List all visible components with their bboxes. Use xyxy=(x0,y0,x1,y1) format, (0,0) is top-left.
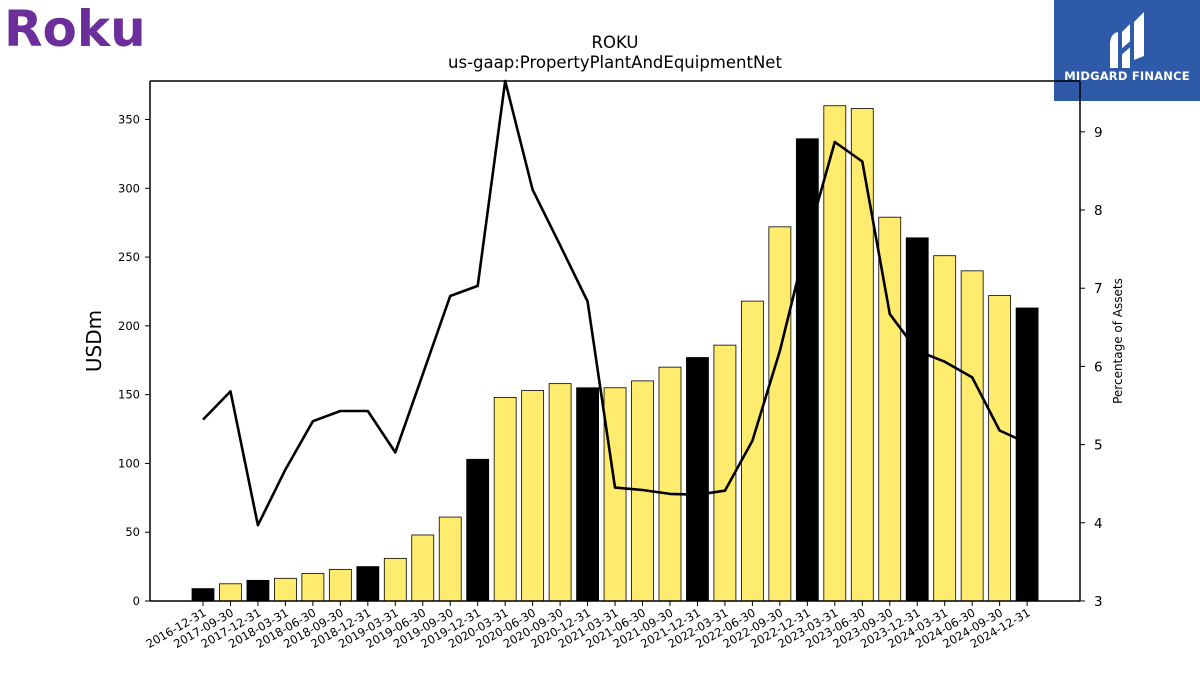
bar-2024-09-30 xyxy=(988,295,1012,602)
percentage-line xyxy=(202,79,1028,527)
bar-2024-12-31 xyxy=(1015,307,1039,602)
bar-2019-06-30 xyxy=(411,534,435,602)
bar-2020-03-31 xyxy=(493,397,517,602)
bar-2022-06-30 xyxy=(741,300,764,602)
bar-2024-06-30 xyxy=(960,270,984,602)
y2-tick-label: 3 xyxy=(1094,594,1103,610)
bar-2023-06-30 xyxy=(850,108,874,602)
y-tick-label: 200 xyxy=(118,319,140,333)
y2-tick-label: 7 xyxy=(1094,281,1103,297)
bar-2021-09-30 xyxy=(658,366,682,602)
bar-2019-12-31 xyxy=(466,458,490,602)
bar-2022-03-31 xyxy=(713,344,737,602)
midgard-mark-icon xyxy=(1110,12,1144,68)
bar-2020-06-30 xyxy=(521,390,545,602)
bar-2023-12-31 xyxy=(905,237,929,602)
y-tick-label: 50 xyxy=(125,525,140,539)
y-axis-label: USDm xyxy=(82,310,106,372)
bar-2018-12-31 xyxy=(356,566,380,602)
bar-2023-03-31 xyxy=(823,105,847,602)
y-tick-label: 0 xyxy=(133,594,140,608)
y-tick-label: 250 xyxy=(118,250,140,264)
roku-logo: Roku xyxy=(4,0,154,58)
bar-2016-12-31 xyxy=(191,588,215,602)
bar-2018-03-31 xyxy=(274,577,297,602)
y2-tick-label: 9 xyxy=(1094,125,1103,141)
bar-2021-03-31 xyxy=(603,387,627,602)
midgard-finance-logo: MIDGARD FINANCE xyxy=(1054,0,1200,101)
line-series xyxy=(202,79,1028,527)
midgard-brand-text: MIDGARD FINANCE xyxy=(1064,69,1190,83)
roku-logo-text: Roku xyxy=(4,2,146,54)
bar-2019-03-31 xyxy=(383,557,407,602)
bar-2017-09-30 xyxy=(219,583,242,602)
y2-tick-label: 8 xyxy=(1094,203,1103,219)
y-tick-label: 350 xyxy=(118,113,140,127)
chart-subtitle: us-gaap:PropertyPlantAndEquipmentNet xyxy=(448,53,782,72)
y-tick-label: 300 xyxy=(118,181,140,195)
bar-2021-12-31 xyxy=(686,357,709,602)
bar-2017-12-31 xyxy=(246,579,270,602)
y2-tick-label: 6 xyxy=(1094,359,1103,375)
bar-2022-09-30 xyxy=(768,226,792,602)
bar-2020-09-30 xyxy=(548,383,572,602)
bar-series xyxy=(191,105,1039,602)
bar-2024-03-31 xyxy=(933,255,957,602)
bar-2020-12-31 xyxy=(576,387,599,602)
y2-axis-label: Percentage of Assets xyxy=(1111,278,1125,404)
chart-title: ROKU xyxy=(592,33,639,52)
bar-2018-06-30 xyxy=(301,573,325,602)
y-tick-label: 100 xyxy=(118,456,140,470)
y2-tick-label: 4 xyxy=(1094,516,1103,532)
y-tick-label: 150 xyxy=(118,388,140,402)
y2-tick-label: 5 xyxy=(1094,438,1103,454)
bar-2019-09-30 xyxy=(438,516,462,602)
bar-2018-09-30 xyxy=(328,568,352,602)
